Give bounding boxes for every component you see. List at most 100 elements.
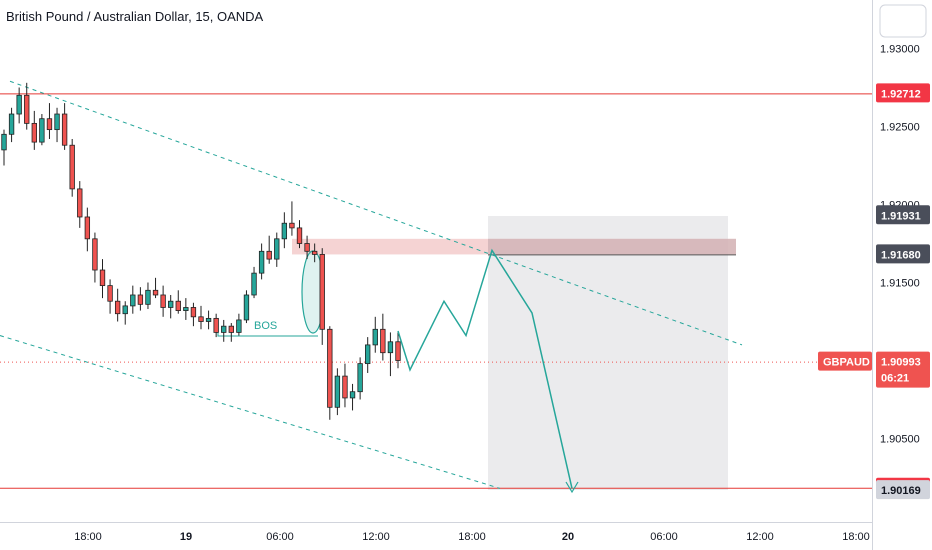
axis-settings-button[interactable]: [879, 4, 927, 38]
candle: [24, 82, 30, 130]
candle: [266, 235, 272, 264]
candle-body: [357, 363, 363, 393]
candle: [281, 212, 288, 249]
candle: [342, 363, 348, 408]
candle-body: [266, 250, 272, 260]
candle-body: [145, 289, 151, 305]
candle-body: [24, 94, 30, 124]
supply-zone-overlap: [488, 238, 736, 255]
price-tag-bg: [876, 244, 930, 264]
candle-body: [319, 254, 325, 330]
candle-body: [122, 305, 128, 315]
candle-body: [243, 294, 250, 321]
candle: [92, 232, 98, 283]
candle-body: [175, 300, 181, 311]
time-tick-label: 18:00: [842, 531, 870, 543]
candles-layer: [1, 82, 401, 420]
candle-body: [221, 325, 227, 333]
candle-body: [198, 316, 204, 322]
time-tick-label: 06:00: [650, 531, 678, 543]
candle-body: [274, 238, 280, 260]
price-tag: 1.92712: [876, 83, 930, 103]
price-tag-text: 1.91680: [881, 249, 921, 261]
candle: [183, 298, 189, 320]
time-tick-label: 20: [562, 531, 574, 543]
candle-body: [251, 272, 257, 296]
candle: [39, 114, 45, 146]
candle-body: [334, 375, 341, 408]
target-box: [488, 216, 728, 490]
time-axis[interactable]: 18:00 19 06:00 12:00 18:00 20 06:00 12:00 18:00: [74, 531, 870, 543]
chart-background: [0, 0, 873, 550]
countdown-text: 06:21: [881, 373, 909, 385]
candle-body: [152, 289, 159, 296]
bos-label: BOS: [254, 320, 277, 332]
candle: [152, 277, 159, 299]
price-tick-label: 1.93000: [880, 44, 920, 56]
candle: [77, 181, 83, 228]
candle-body: [296, 227, 303, 244]
candle: [395, 332, 401, 369]
channel-lower-line: [0, 335, 501, 489]
candle: [69, 138, 75, 197]
candle-body: [380, 328, 386, 354]
candle-body: [84, 216, 91, 240]
supply-zone: [292, 238, 736, 255]
time-tick-label: 18:00: [458, 531, 486, 543]
chart-title: British Pound / Australian Dollar, 15, O…: [6, 9, 264, 24]
candle: [349, 383, 356, 411]
price-tick-label: 1.92500: [880, 122, 920, 134]
candle: [311, 243, 318, 263]
projection-arrowhead: [565, 481, 579, 494]
price-tag-bg: [876, 205, 930, 225]
candle-body: [69, 144, 75, 190]
candle: [357, 357, 363, 400]
candle: [289, 201, 295, 236]
candle: [327, 326, 333, 420]
candle-body: [31, 122, 37, 143]
price-tag: 1.91680: [876, 244, 930, 264]
candle: [228, 323, 234, 342]
candle: [274, 232, 280, 267]
candle-body: [236, 319, 242, 333]
symbol-tag-text: GBPAUD: [823, 357, 870, 369]
candle: [221, 319, 227, 342]
candle: [130, 285, 136, 314]
candle-body: [289, 222, 295, 229]
candle-body: [107, 285, 113, 302]
candle: [334, 368, 341, 416]
candle-body: [327, 328, 333, 408]
candle: [372, 316, 378, 353]
candle-body: [183, 307, 189, 311]
price-tick-label: 1.90500: [880, 434, 920, 446]
candle-body: [365, 344, 371, 365]
candle: [54, 107, 60, 143]
price-tag-bg: [876, 83, 930, 103]
candle-body: [281, 222, 288, 240]
candle: [61, 103, 68, 150]
candle-body: [160, 294, 166, 308]
candle-body: [92, 238, 98, 271]
candle-body: [387, 341, 394, 354]
candle: [258, 243, 265, 280]
candle-body: [130, 294, 136, 307]
candle: [296, 220, 303, 249]
candle: [380, 313, 386, 361]
candle-body: [205, 317, 212, 322]
candle: [236, 313, 242, 336]
candle-body: [349, 391, 356, 399]
candle: [205, 310, 212, 330]
candle-body: [228, 325, 234, 333]
time-tick-label: 18:00: [74, 531, 102, 543]
candle-body: [168, 300, 174, 308]
candle-body: [342, 375, 348, 399]
candle: [107, 279, 113, 314]
candle: [213, 313, 219, 338]
candle: [160, 285, 166, 317]
price-tag-text: 1.90169: [881, 485, 921, 497]
projection-path: [397, 248, 573, 489]
candle: [304, 235, 310, 260]
candle: [243, 290, 250, 324]
time-tick-label: 12:00: [746, 531, 774, 543]
